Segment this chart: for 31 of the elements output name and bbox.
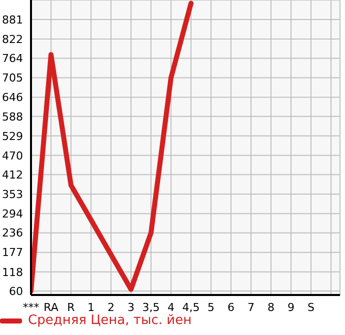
x-tick-label: 7 [248, 300, 254, 314]
x-tick-label: 1 [88, 300, 94, 314]
x-tick-label: 2 [108, 300, 114, 314]
x-tick-label: 3 [128, 300, 134, 314]
y-tick-label: 470 [2, 149, 23, 162]
y-tick-label: 294 [2, 208, 23, 221]
x-tick-label: 6 [228, 300, 234, 314]
x-tick-label: S [308, 300, 315, 314]
y-tick-label: 822 [2, 32, 23, 46]
y-tick-label: 881 [2, 13, 23, 26]
legend-label: Средняя Цена, тыс. йен [28, 313, 192, 328]
y-tick-label: 353 [2, 188, 23, 202]
x-tick-label: R [67, 300, 76, 314]
y-tick-label: 60 [9, 284, 23, 298]
y-tick-label: 236 [2, 226, 23, 240]
x-tick-label: RA [44, 300, 59, 314]
x-tick-label: 5 [208, 300, 214, 314]
x-tick-label: 4 [168, 300, 174, 314]
y-tick-label: 646 [2, 91, 23, 104]
x-tick-label: 3,5 [142, 300, 160, 314]
y-tick-label: 764 [2, 52, 23, 66]
x-tick-label: 8 [268, 300, 274, 314]
y-tick-label: 412 [2, 168, 23, 182]
x-tick-label: 9 [288, 300, 294, 314]
y-tick-label: 705 [2, 72, 23, 85]
x-tick-label: *** [22, 300, 40, 314]
y-tick-label: 588 [2, 110, 23, 124]
x-tick-label: 4,5 [182, 300, 200, 314]
y-tick-label: 118 [2, 266, 23, 279]
y-tick-label: 177 [2, 246, 23, 260]
y-tick-label: 529 [2, 130, 23, 143]
